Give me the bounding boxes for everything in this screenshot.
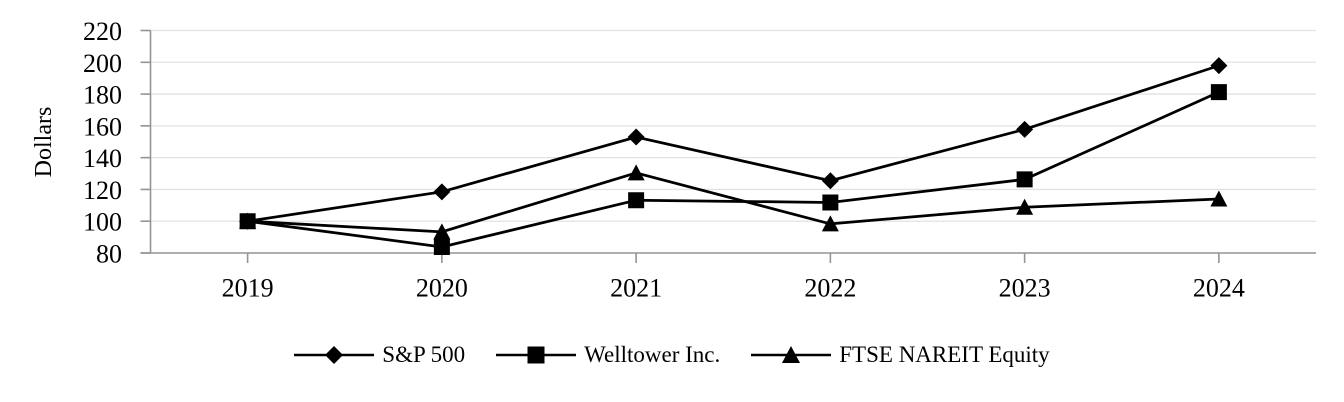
series-lines <box>247 64 1220 249</box>
triangle-marker-icon <box>782 346 801 363</box>
square-marker-icon <box>1016 171 1033 188</box>
series-line-welltower-inc <box>247 90 1220 249</box>
series-markers <box>239 57 1228 255</box>
legend-label: Welltower Inc. <box>584 342 721 367</box>
y-axis-tick-label: 120 <box>83 176 122 205</box>
legend-item-ftse-nareit-equity: FTSE NAREIT Equity <box>751 342 1050 367</box>
diamond-marker-icon <box>1210 57 1228 75</box>
chart-legend: S&P 500 Welltower Inc. FTSE NAREIT Equity <box>0 343 1344 367</box>
square-marker-icon <box>822 194 839 211</box>
triangle-marker-icon <box>627 164 645 181</box>
y-axis-tick-label: 140 <box>83 144 122 173</box>
series-line-s-p-500 <box>247 64 1220 223</box>
x-axis-tick-label: 2020 <box>416 274 468 303</box>
x-axis-tick-label: 2022 <box>804 274 856 303</box>
diamond-marker-icon <box>821 172 839 190</box>
triangle-marker-icon <box>1210 190 1228 207</box>
square-marker-icon <box>1210 84 1227 101</box>
diamond-marker-icon <box>1016 120 1034 138</box>
legend-item-welltower-inc: Welltower Inc. <box>496 343 720 367</box>
diamond-marker-icon <box>627 128 645 146</box>
triangle-marker-icon <box>821 215 839 232</box>
square-marker-icon <box>433 238 450 255</box>
square-marker-icon <box>527 346 545 364</box>
x-axis-tick-label: 2021 <box>610 274 662 303</box>
y-axis-title: Dollars <box>31 107 57 178</box>
y-axis-tick-label: 220 <box>83 17 122 46</box>
y-axis-tick-label: 100 <box>83 208 122 237</box>
y-axis-tick-label: 80 <box>96 240 122 269</box>
x-axis-tick-label: 2024 <box>1193 274 1245 303</box>
legend-sample-diamond <box>294 346 375 364</box>
axes <box>140 29 1316 263</box>
diamond-marker-icon <box>325 346 344 364</box>
x-axis-tick-label: 2023 <box>999 274 1051 303</box>
series-line-ftse-nareit-equity <box>247 171 1219 234</box>
square-marker-icon <box>628 192 645 209</box>
triangle-marker-icon <box>1016 198 1034 215</box>
x-axis-tick-label: 2019 <box>222 274 274 303</box>
y-axis-tick-label: 160 <box>83 112 122 141</box>
diamond-marker-icon <box>433 183 451 201</box>
y-axis-tick-label: 180 <box>83 81 122 110</box>
y-axis-tick-label: 200 <box>83 49 122 78</box>
square-marker-icon <box>239 213 256 230</box>
legend-sample-square <box>496 346 577 364</box>
legend-label: S&P 500 <box>382 342 466 367</box>
legend-label: FTSE NAREIT Equity <box>839 342 1050 367</box>
legend-item-s-p-500: S&P 500 <box>294 343 465 367</box>
legend-sample-triangle <box>751 346 832 363</box>
triangle-marker-icon <box>433 223 451 240</box>
